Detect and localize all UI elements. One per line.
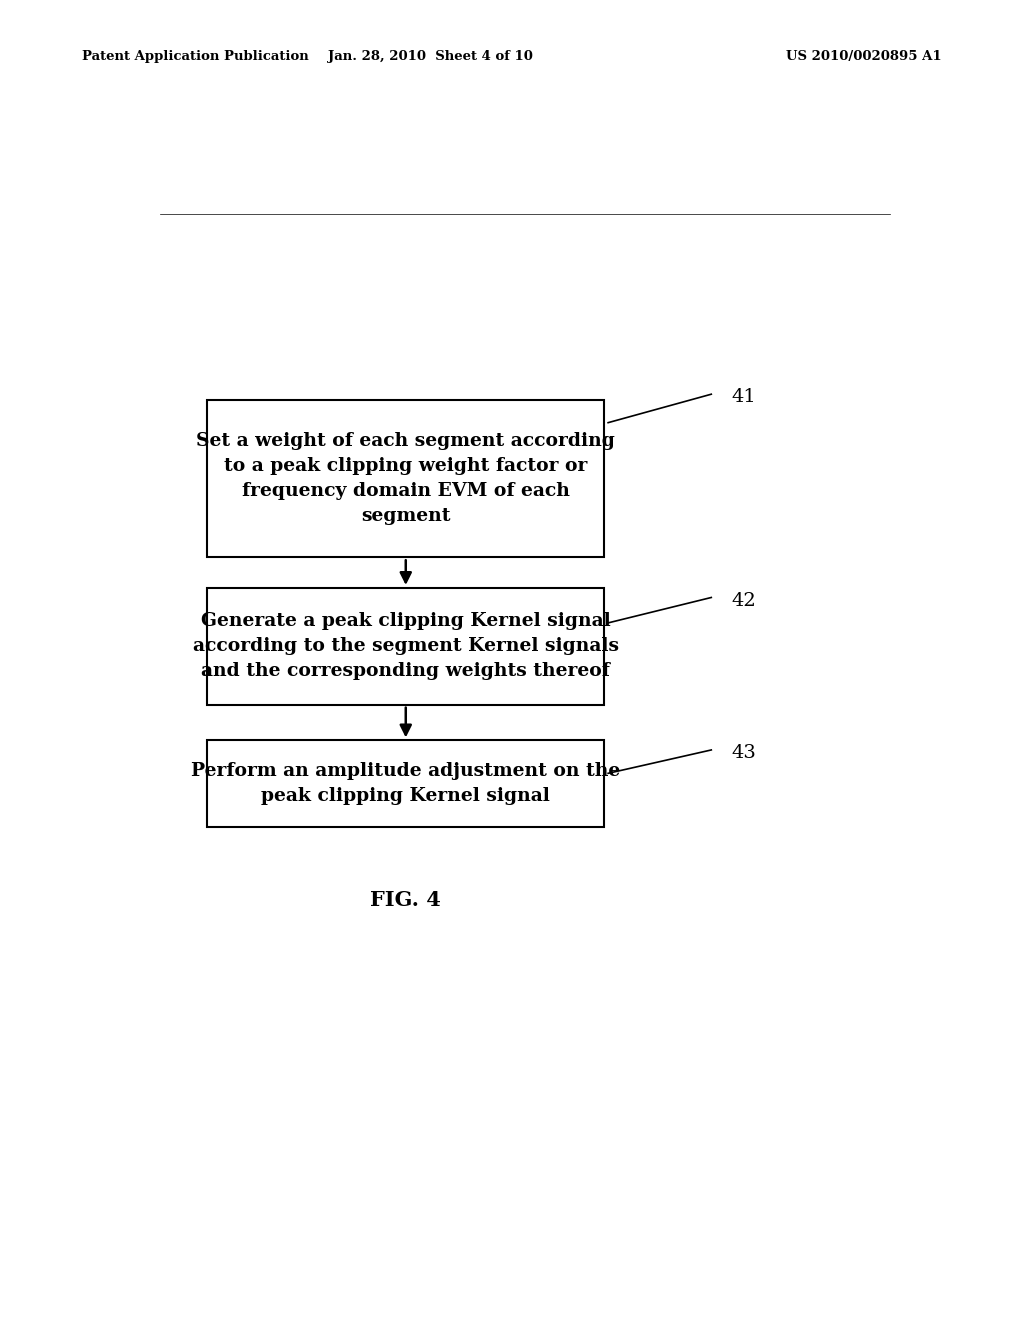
Text: Set a weight of each segment according
to a peak clipping weight factor or
frequ: Set a weight of each segment according t…: [197, 432, 615, 525]
Text: FIG. 4: FIG. 4: [371, 891, 441, 911]
Bar: [207, 587, 604, 705]
Bar: [207, 400, 604, 557]
Text: Generate a peak clipping Kernel signal
according to the segment Kernel signals
a: Generate a peak clipping Kernel signal a…: [193, 612, 618, 680]
Text: 41: 41: [731, 388, 756, 407]
Text: 42: 42: [731, 591, 756, 610]
Text: Patent Application Publication: Patent Application Publication: [82, 50, 308, 63]
Bar: [207, 741, 604, 826]
Text: Jan. 28, 2010  Sheet 4 of 10: Jan. 28, 2010 Sheet 4 of 10: [328, 50, 532, 63]
Text: US 2010/0020895 A1: US 2010/0020895 A1: [786, 50, 942, 63]
Text: 43: 43: [731, 744, 756, 762]
Text: Perform an amplitude adjustment on the
peak clipping Kernel signal: Perform an amplitude adjustment on the p…: [191, 762, 621, 805]
